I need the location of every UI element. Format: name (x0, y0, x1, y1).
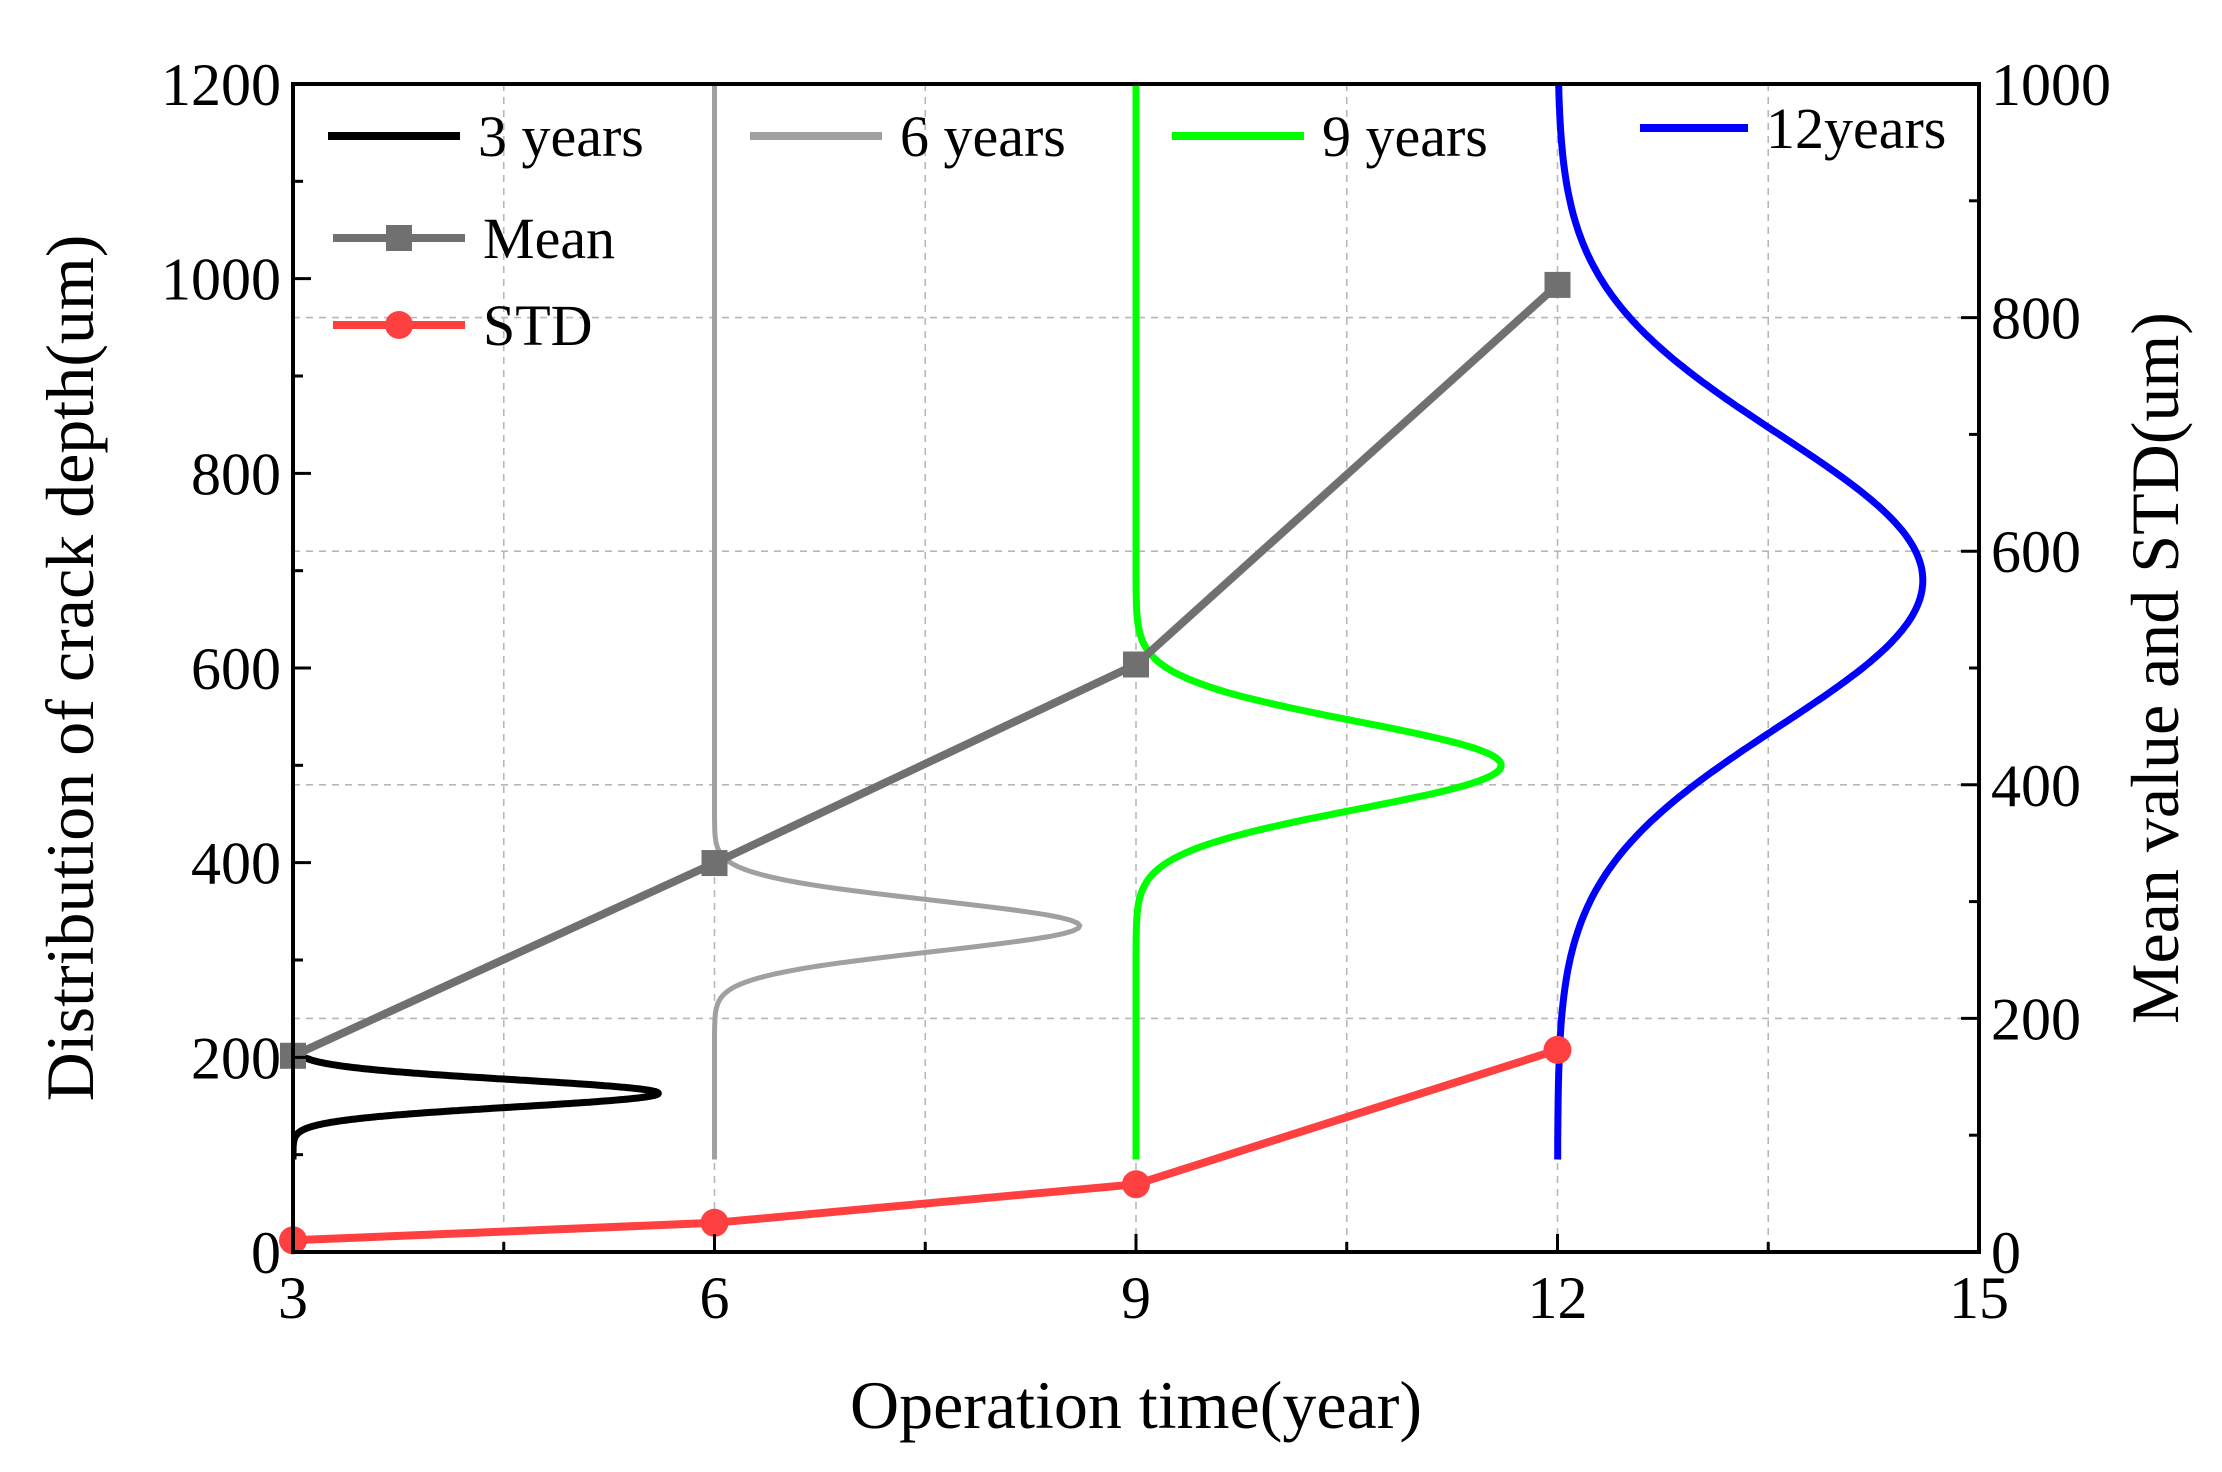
x-axis-title: Operation time(year) (850, 1367, 1422, 1443)
legend-label: 9 years (1322, 104, 1488, 169)
mean-line (291, 281, 1561, 1060)
legend-label: 12years (1766, 96, 1946, 161)
x-tick-label: 15 (1949, 1265, 2009, 1331)
mean-std-series (279, 271, 1572, 1255)
x-tick-label: 6 (700, 1265, 730, 1331)
axis-ticks: 3 6 9 12 15020040060080010001200020040060080… (161, 52, 2111, 1331)
y-tick-label: 1200 (161, 52, 281, 118)
x-tick-label: 12 (1528, 1265, 1588, 1331)
y-axis-title: Distribution of crack depth(um) (32, 235, 108, 1102)
mean-marker (1123, 651, 1149, 678)
y2-axis-title: Mean value and STD(um) (2117, 312, 2193, 1024)
legend-marker (386, 225, 412, 251)
distribution-curves (293, 84, 1927, 1163)
std-marker (700, 1208, 729, 1237)
distribution-curve (1132, 84, 1505, 1161)
std-marker (1122, 1170, 1150, 1199)
y-tick-label: 0 (251, 1220, 281, 1286)
y2-tick-label: 600 (1991, 519, 2081, 585)
y-tick-label: 1000 (161, 247, 281, 313)
x-tick-label: 9 (1121, 1265, 1151, 1331)
legend-label: 3 years (478, 104, 644, 169)
y2-tick-label: 200 (1991, 986, 2081, 1052)
legend-label: STD (483, 293, 593, 358)
distribution-curve (293, 1044, 662, 1163)
legend-label: 6 years (900, 104, 1066, 169)
distribution-curve (1554, 84, 1927, 1161)
y-tick-label: 800 (191, 441, 281, 507)
mean-marker (1544, 271, 1571, 298)
std-line (292, 1046, 1559, 1245)
mean-marker (701, 850, 728, 877)
y2-tick-label: 0 (1991, 1220, 2021, 1286)
legend: 3 years 6 years 9 years 12years Mean STD (328, 96, 1946, 358)
y2-tick-label: 800 (1991, 286, 2081, 352)
y-tick-label: 400 (191, 831, 281, 897)
y-tick-label: 200 (191, 1025, 281, 1091)
y2-tick-label: 400 (1991, 753, 2081, 819)
distribution-curve (712, 84, 1083, 1160)
y2-tick-label: 1000 (1991, 52, 2111, 118)
y-tick-label: 600 (191, 636, 281, 702)
std-marker (1543, 1035, 1572, 1064)
x-tick-label: 3 (278, 1265, 308, 1331)
legend-marker (385, 311, 413, 339)
legend-label: Mean (483, 206, 615, 271)
